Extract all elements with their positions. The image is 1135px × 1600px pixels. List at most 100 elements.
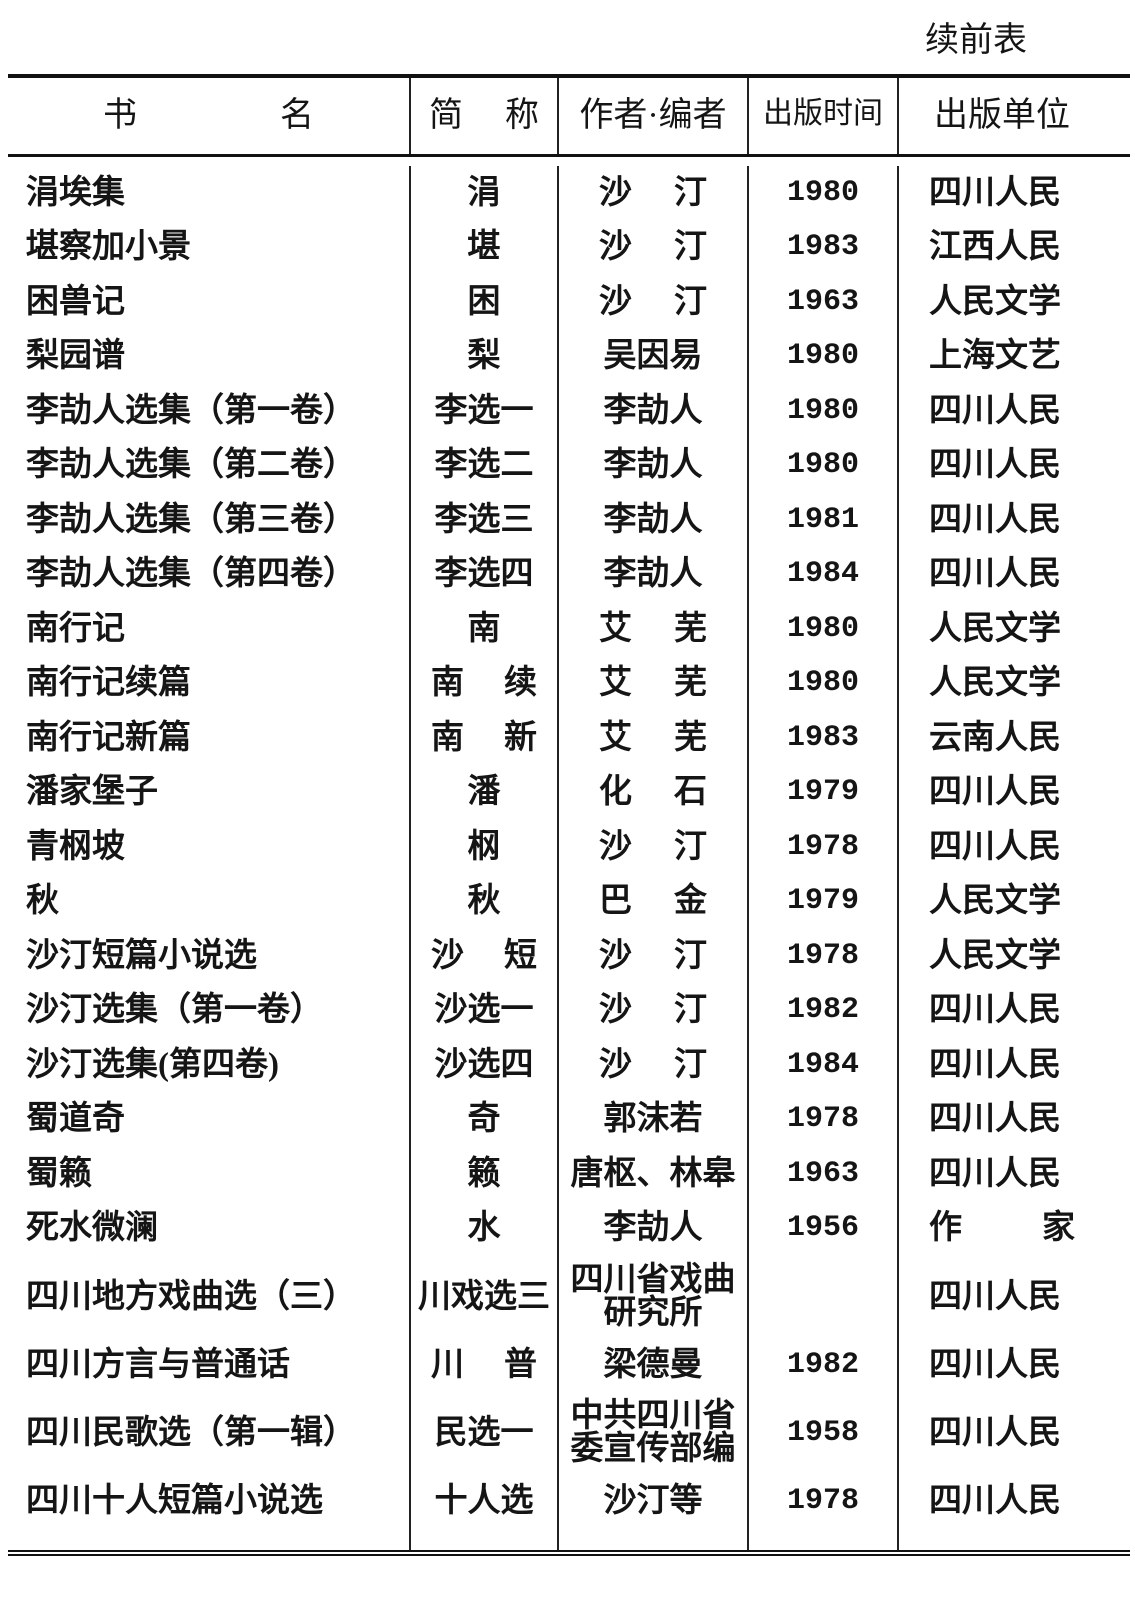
- table-row: 沙汀短篇小说选 沙短 沙汀 1978 人民文学: [8, 928, 1130, 983]
- table-row: 四川方言与普通话 川普 梁德曼 1982 四川人民: [8, 1337, 1130, 1392]
- cell: 中共四川省委宣传部编: [557, 1392, 748, 1474]
- cell: 秋: [26, 883, 59, 920]
- cell: 四川人民: [897, 819, 1130, 874]
- cell: 涓: [409, 165, 558, 220]
- table-row: 困兽记 困沙汀 1963 人民文学: [8, 274, 1130, 329]
- header-row: 书名 简称 作者·编者 出版时间 出版单位: [8, 76, 1130, 157]
- cell: 人民文学: [897, 874, 1130, 929]
- cell: 沙汀: [557, 274, 748, 329]
- cell: 李选四: [409, 547, 558, 602]
- cell: 沙汀: [557, 928, 748, 983]
- table-row: 李劼人选集（第一卷） 李选一 李劼人 1980 四川人民: [8, 383, 1130, 438]
- cell: 四川十人短篇小说选: [26, 1483, 323, 1520]
- cell: 李选二: [409, 438, 558, 493]
- cell: 1963: [747, 274, 898, 329]
- table-row: 南行记新篇 南新 艾芜 1983 云南人民: [8, 710, 1130, 765]
- cell: 1982: [747, 1337, 898, 1392]
- cell: 沙汀: [557, 220, 748, 275]
- cell: 沙汀: [557, 165, 748, 220]
- column-header: 作者·编者: [557, 76, 748, 157]
- cell: 1978: [747, 928, 898, 983]
- table-row: 堪察加小景 堪沙汀 1983 江西人民: [8, 220, 1130, 275]
- cell: 沙短: [409, 928, 558, 983]
- table-row: 潘家堡子 潘化石 1979 四川人民: [8, 765, 1130, 820]
- cell: 堪: [409, 220, 558, 275]
- table-row: 蜀籁 籁唐枢、林皋 1963 四川人民: [8, 1146, 1130, 1201]
- cell: 潘: [409, 765, 558, 820]
- cell: 南行记新篇: [26, 719, 191, 756]
- cell: 川戏选三: [409, 1255, 558, 1338]
- cell: 1984: [747, 547, 898, 602]
- cell: 1980: [747, 438, 898, 493]
- cell: 1979: [747, 874, 898, 929]
- cell: 1980: [747, 165, 898, 220]
- cell: 青㭎坡: [26, 828, 125, 865]
- cell: 沙汀: [557, 983, 748, 1038]
- cell: 1982: [747, 983, 898, 1038]
- cell: 四川人民: [897, 1474, 1130, 1529]
- column-header: 书名: [8, 76, 410, 157]
- cell: 1980: [747, 329, 898, 384]
- cell: 四川人民: [897, 1337, 1130, 1392]
- cell: 南: [409, 601, 558, 656]
- cell: [747, 1255, 898, 1338]
- cell: 艾芜: [557, 601, 748, 656]
- cell: 四川人民: [897, 1092, 1130, 1147]
- cell: 蜀道奇: [26, 1101, 125, 1138]
- cell: 南行记续篇: [26, 665, 191, 702]
- cell: 沙汀: [557, 819, 748, 874]
- table-row: 四川民歌选（第一辑） 民选一 中共四川省委宣传部编 1958 四川人民: [8, 1392, 1130, 1474]
- cell: 1984: [747, 1037, 898, 1092]
- cell: 南行记: [26, 610, 125, 647]
- cell: 1981: [747, 492, 898, 547]
- cell: 民选一: [409, 1392, 558, 1474]
- table-row: 沙汀选集（第一卷） 沙选一 沙汀 1982 四川人民: [8, 983, 1130, 1038]
- cell: 1978: [747, 1092, 898, 1147]
- cell: 梁德曼: [557, 1337, 748, 1392]
- table-row: 梨园谱 梨吴因易 1980 上海文艺: [8, 329, 1130, 384]
- cell: 沙选四: [409, 1037, 558, 1092]
- cell: 李选一: [409, 383, 558, 438]
- cell: 李劼人: [557, 1201, 748, 1256]
- cell: 川普: [409, 1337, 558, 1392]
- spacer-row: [8, 1528, 1130, 1553]
- cell: 四川人民: [897, 1146, 1130, 1201]
- column-header: 简称: [409, 76, 558, 157]
- table-row: 秋秋巴金 1979 人民文学: [8, 874, 1130, 929]
- cell: 四川人民: [897, 765, 1130, 820]
- cell: 李劼人选集（第二卷）: [26, 447, 356, 484]
- cell: 四川方言与普通话: [26, 1346, 290, 1383]
- cell: 四川人民: [897, 383, 1130, 438]
- cell: 四川人民: [897, 1392, 1130, 1474]
- spacer: [409, 1528, 558, 1553]
- cell: 巴金: [557, 874, 748, 929]
- cell: 李劼人: [557, 547, 748, 602]
- cell: 四川人民: [897, 983, 1130, 1038]
- spacer: [8, 156, 1130, 166]
- cell: 李劼人: [557, 492, 748, 547]
- cell: 南新: [409, 710, 558, 765]
- column-header: 出版时间: [747, 76, 898, 157]
- table-row: 李劼人选集（第四卷） 李选四 李劼人 1984 四川人民: [8, 547, 1130, 602]
- table-row: 李劼人选集（第三卷） 李选三 李劼人 1981 四川人民: [8, 492, 1130, 547]
- cell: 四川人民: [897, 492, 1130, 547]
- cell: 十人选: [409, 1474, 558, 1529]
- cell: 四川人民: [897, 1037, 1130, 1092]
- cell: 1980: [747, 383, 898, 438]
- table-body: 涓埃集涓沙汀 1980 四川人民 堪察加小景堪沙汀 1983 江西人民 困兽记困沙汀 1963…: [8, 156, 1130, 1553]
- cell: 梨: [409, 329, 558, 384]
- spacer-row: [8, 156, 1130, 166]
- cell: 李劼人: [557, 383, 748, 438]
- cell: 四川人民: [897, 1255, 1130, 1338]
- cell: 四川人民: [897, 547, 1130, 602]
- table-row: 李劼人选集（第二卷） 李选二 李劼人 1980 四川人民: [8, 438, 1130, 493]
- cell: 沙汀等: [557, 1474, 748, 1529]
- cell: 四川人民: [897, 438, 1130, 493]
- cell: 人民文学: [897, 656, 1130, 711]
- cell: 死水微澜: [26, 1210, 158, 1247]
- cell: 1979: [747, 765, 898, 820]
- cell: 㭎: [409, 819, 558, 874]
- cell: 1983: [747, 710, 898, 765]
- table-row: 南行记 南艾芜 1980 人民文学: [8, 601, 1130, 656]
